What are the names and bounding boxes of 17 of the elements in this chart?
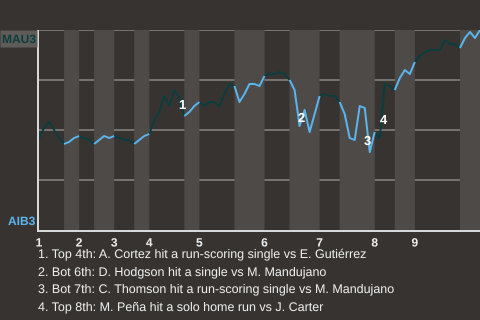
text: 2. Bot 6th: D. Hodgson hit a single vs M. Mandujano: [38, 265, 326, 279]
annotation: 1: [179, 97, 186, 112]
x-tick-label: 3: [110, 235, 118, 250]
x-tick-label: 2: [76, 235, 83, 250]
text: AIB3: [8, 214, 36, 228]
x-tick-label: 1: [36, 235, 43, 250]
text: 3. Bot 7th: C. Thomson hit a run-scoring single vs M. Mandujano: [38, 282, 394, 296]
x-tick-label: 4: [146, 235, 153, 250]
annotation: 4: [380, 112, 388, 127]
text: MAU3: [2, 32, 36, 46]
x-tick-label: 7: [316, 235, 324, 250]
text: 1. Top 4th: A. Cortez hit a run-scoring single vs E. Gutiérrez: [38, 247, 366, 261]
text: 4. Top 8th: M. Peña hit a solo home run vs J. Carter: [38, 300, 324, 314]
x-tick-label: 8: [371, 235, 378, 250]
x-tick-label: 9: [412, 235, 419, 250]
x-tick-label: 5: [196, 235, 204, 250]
x-tick-label: 6: [261, 235, 268, 250]
